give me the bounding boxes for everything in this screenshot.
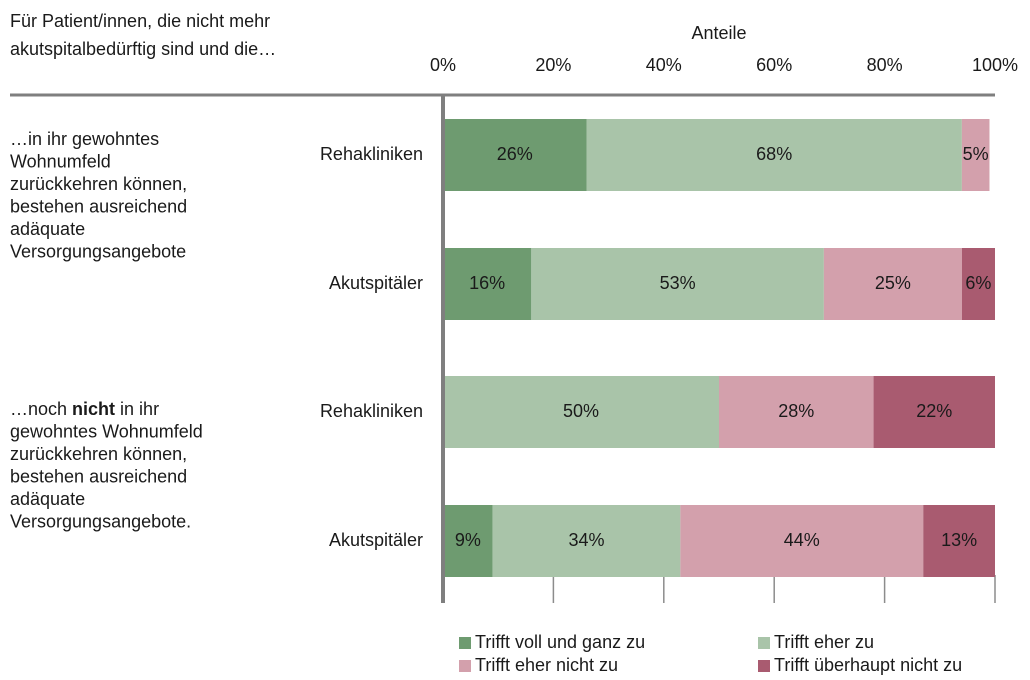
data-label: 5% [963,144,989,164]
group-label: adäquate [10,489,85,509]
data-label: 16% [469,273,505,293]
group-label: gewohntes Wohnumfeld [10,421,203,441]
bar-segment [443,505,493,577]
x-tick-label: 80% [867,55,903,75]
group-label: Versorgungsangebote. [10,511,191,531]
bar-segment [961,119,990,191]
group-label: …in ihr gewohntes [10,129,159,149]
legend-swatch [459,660,471,672]
bar-segment [719,376,874,448]
category-label: Rehakliniken [320,144,423,164]
legend-label: Trifft überhaupt nicht zu [774,655,962,675]
data-label: 34% [569,530,605,550]
x-tick-label: 40% [646,55,682,75]
bar-segment [961,248,995,320]
legend-swatch [758,660,770,672]
group-label: …noch nicht in ihr [10,399,159,419]
data-label: 68% [756,144,792,164]
data-label: 53% [660,273,696,293]
group-label: bestehen ausreichend [10,196,187,216]
group-label-part: nicht [72,399,115,419]
legend-label: Trifft eher nicht zu [475,655,618,675]
data-label: 9% [455,530,481,550]
category-label: Akutspitäler [329,273,423,293]
data-label: 25% [875,273,911,293]
group-label: bestehen ausreichend [10,466,187,486]
group-label: zurückkehren können, [10,174,187,194]
subtitle: akutspitalbedürftig sind und die… [10,39,276,59]
x-axis-label: Anteile [691,23,746,43]
bar-segment [492,505,681,577]
group-label: Wohnumfeld [10,151,111,171]
group-label: Versorgungsangebote [10,241,186,261]
data-label: 26% [497,144,533,164]
bar-segment [443,248,532,320]
bar-segment [873,376,995,448]
data-label: 28% [778,401,814,421]
bar-segment [443,119,587,191]
data-label: 22% [916,401,952,421]
bar-segment [923,505,995,577]
category-label: Akutspitäler [329,530,423,550]
bar-segment [443,376,719,448]
data-label: 50% [563,401,599,421]
group-label: zurückkehren können, [10,444,187,464]
bar-segment [680,505,924,577]
data-label: 44% [784,530,820,550]
bar-segment [823,248,962,320]
legend-label: Trifft eher zu [774,632,874,652]
subtitle: Für Patient/innen, die nicht mehr [10,11,270,31]
data-label: 6% [965,273,991,293]
bar-segment [531,248,824,320]
category-label: Rehakliniken [320,401,423,421]
x-tick-label: 60% [756,55,792,75]
x-tick-label: 100% [972,55,1018,75]
data-label: 13% [941,530,977,550]
legend-label: Trifft voll und ganz zu [475,632,645,652]
group-label: adäquate [10,219,85,239]
group-label-part: …noch [10,399,72,419]
x-tick-label: 20% [535,55,571,75]
group-label-part: in ihr [115,399,159,419]
x-tick-label: 0% [430,55,456,75]
bar-segment [586,119,962,191]
legend-swatch [758,637,770,649]
legend-swatch [459,637,471,649]
